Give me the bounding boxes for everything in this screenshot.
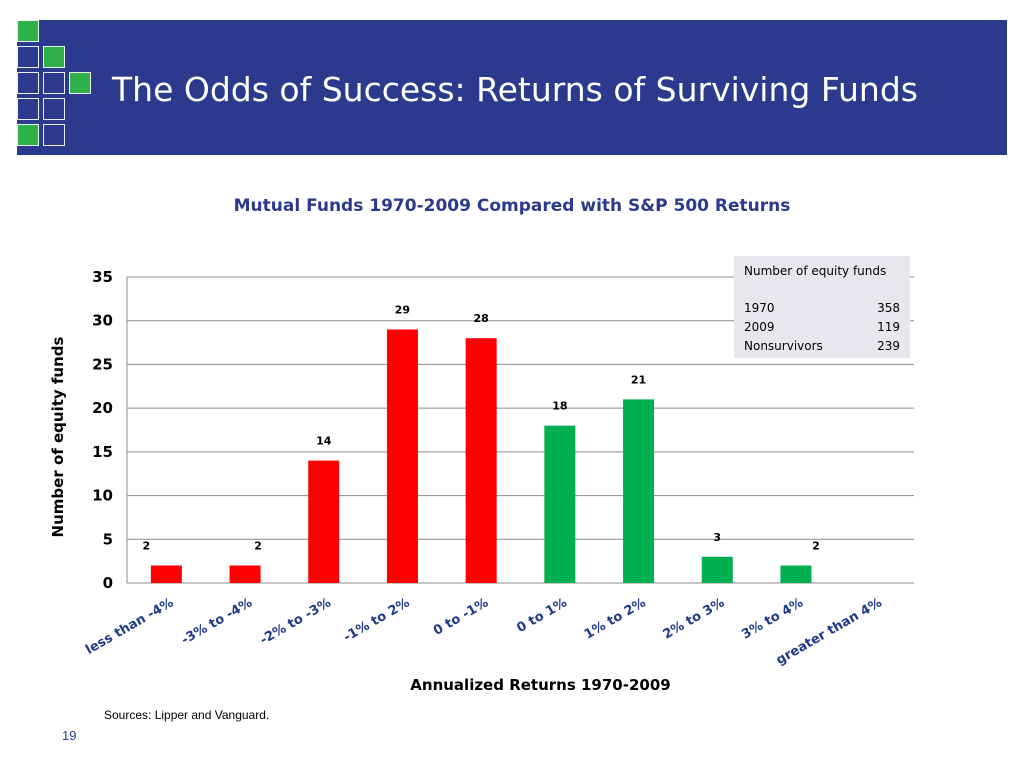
x-tick-label: 3% to 4% bbox=[739, 595, 806, 642]
info-row-value: 239 bbox=[877, 339, 900, 353]
data-label: 14 bbox=[316, 435, 332, 448]
x-tick-label: 0 to 1% bbox=[514, 595, 569, 636]
data-label: 28 bbox=[473, 312, 488, 325]
logo-square bbox=[69, 72, 91, 94]
bar bbox=[701, 556, 733, 583]
slide-header bbox=[17, 20, 1007, 155]
info-row-label: 2009 bbox=[744, 320, 775, 334]
info-row-value: 358 bbox=[877, 301, 900, 315]
logo-square bbox=[17, 98, 39, 120]
x-tick-label: -2% to -3% bbox=[258, 595, 334, 648]
y-tick-label: 25 bbox=[92, 355, 113, 373]
info-row-value: 119 bbox=[877, 320, 900, 334]
bar bbox=[780, 565, 812, 583]
info-box-heading: Number of equity funds bbox=[744, 264, 887, 278]
page-number: 19 bbox=[62, 728, 77, 743]
source-note: Sources: Lipper and Vanguard. bbox=[104, 708, 270, 722]
data-label: 29 bbox=[395, 303, 410, 316]
x-tick-label: 0 to -1% bbox=[431, 595, 491, 638]
y-tick-label: 10 bbox=[92, 487, 113, 505]
y-tick-label: 20 bbox=[92, 399, 113, 417]
chart-subtitle: Mutual Funds 1970-2009 Compared with S&P… bbox=[233, 196, 791, 216]
logo-square bbox=[43, 98, 65, 120]
x-tick-label: -3% to -4% bbox=[179, 595, 255, 648]
x-tick-label: less than -4% bbox=[83, 595, 176, 657]
logo-square bbox=[43, 72, 65, 94]
data-label: 3 bbox=[713, 531, 721, 544]
bar bbox=[465, 338, 497, 583]
data-label: 2 bbox=[254, 540, 262, 553]
y-tick-label: 5 bbox=[103, 530, 113, 548]
data-label: 2 bbox=[812, 540, 820, 553]
y-tick-label: 0 bbox=[103, 574, 113, 592]
y-axis-title: Number of equity funds bbox=[49, 336, 67, 537]
logo-square bbox=[17, 46, 39, 68]
bar bbox=[623, 399, 655, 583]
data-label: 21 bbox=[631, 373, 646, 386]
info-row-2009: 2009 119 bbox=[744, 318, 900, 337]
info-box: Number of equity funds 1970 358 2009 119… bbox=[734, 256, 910, 358]
logo-square bbox=[17, 124, 39, 146]
x-tick-label: -1% to 2% bbox=[341, 595, 412, 645]
bar bbox=[150, 565, 182, 583]
bar bbox=[308, 460, 340, 583]
x-tick-label: 1% to 2% bbox=[582, 595, 649, 642]
bar bbox=[229, 565, 261, 583]
x-axis-title: Annualized Returns 1970-2009 bbox=[410, 676, 670, 694]
data-label: 18 bbox=[552, 400, 567, 413]
y-tick-label: 15 bbox=[92, 443, 113, 461]
x-tick-label: 2% to 3% bbox=[661, 595, 728, 642]
data-label: 2 bbox=[143, 540, 151, 553]
bar bbox=[544, 425, 576, 583]
logo-square bbox=[17, 72, 39, 94]
info-row-label: 1970 bbox=[744, 301, 775, 315]
info-row-label: Nonsurvivors bbox=[744, 339, 823, 353]
bar bbox=[386, 329, 418, 583]
logo-square bbox=[43, 124, 65, 146]
y-tick-label: 30 bbox=[92, 312, 113, 330]
info-row-nonsurvivors: Nonsurvivors 239 bbox=[744, 337, 900, 356]
y-tick-label: 35 bbox=[92, 268, 113, 286]
logo-square bbox=[17, 20, 39, 42]
info-row-1970: 1970 358 bbox=[744, 299, 900, 318]
logo-square bbox=[43, 46, 65, 68]
slide-title: The Odds of Success: Returns of Survivin… bbox=[112, 70, 918, 109]
